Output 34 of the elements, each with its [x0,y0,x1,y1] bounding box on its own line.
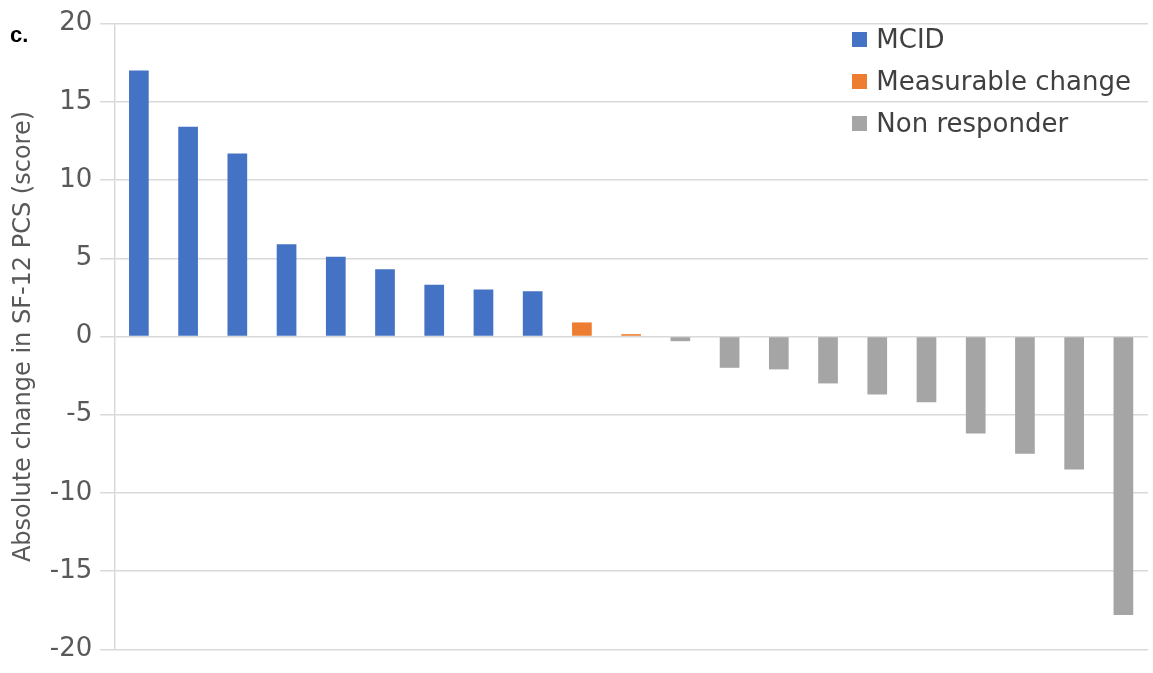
bar [375,269,395,336]
bar [473,289,494,336]
bar [178,126,198,336]
bar [916,337,937,403]
bar [670,337,691,342]
legend-label: Non responder [876,108,1069,138]
y-tick-label: 5 [75,241,93,272]
bar [1113,337,1134,615]
y-axis-title: Absolute change in SF-12 PCS (score) [7,110,36,563]
bar [965,337,986,434]
bar [522,291,543,336]
bar [867,337,888,395]
bar [424,284,445,336]
bar [227,153,248,336]
y-tick-label: -15 [49,553,93,584]
y-tick-label: -10 [49,475,93,506]
legend-label: MCID [876,24,945,54]
bar [768,337,789,370]
legend-label: Measurable change [876,66,1131,96]
bar [325,256,346,336]
y-tick-label: 20 [59,6,93,37]
text: c. [10,22,29,48]
y-tick-label: -5 [66,397,93,428]
y-tick-label: -20 [49,632,93,663]
bar [719,337,740,368]
bar [129,70,149,336]
bar [276,244,297,336]
y-tick-label: 15 [59,84,93,115]
bar [818,337,838,384]
y-tick-label: 0 [75,319,93,350]
bar [1015,337,1035,454]
y-tick-label: 10 [59,162,93,193]
bar [572,322,592,336]
bar [1064,337,1085,470]
